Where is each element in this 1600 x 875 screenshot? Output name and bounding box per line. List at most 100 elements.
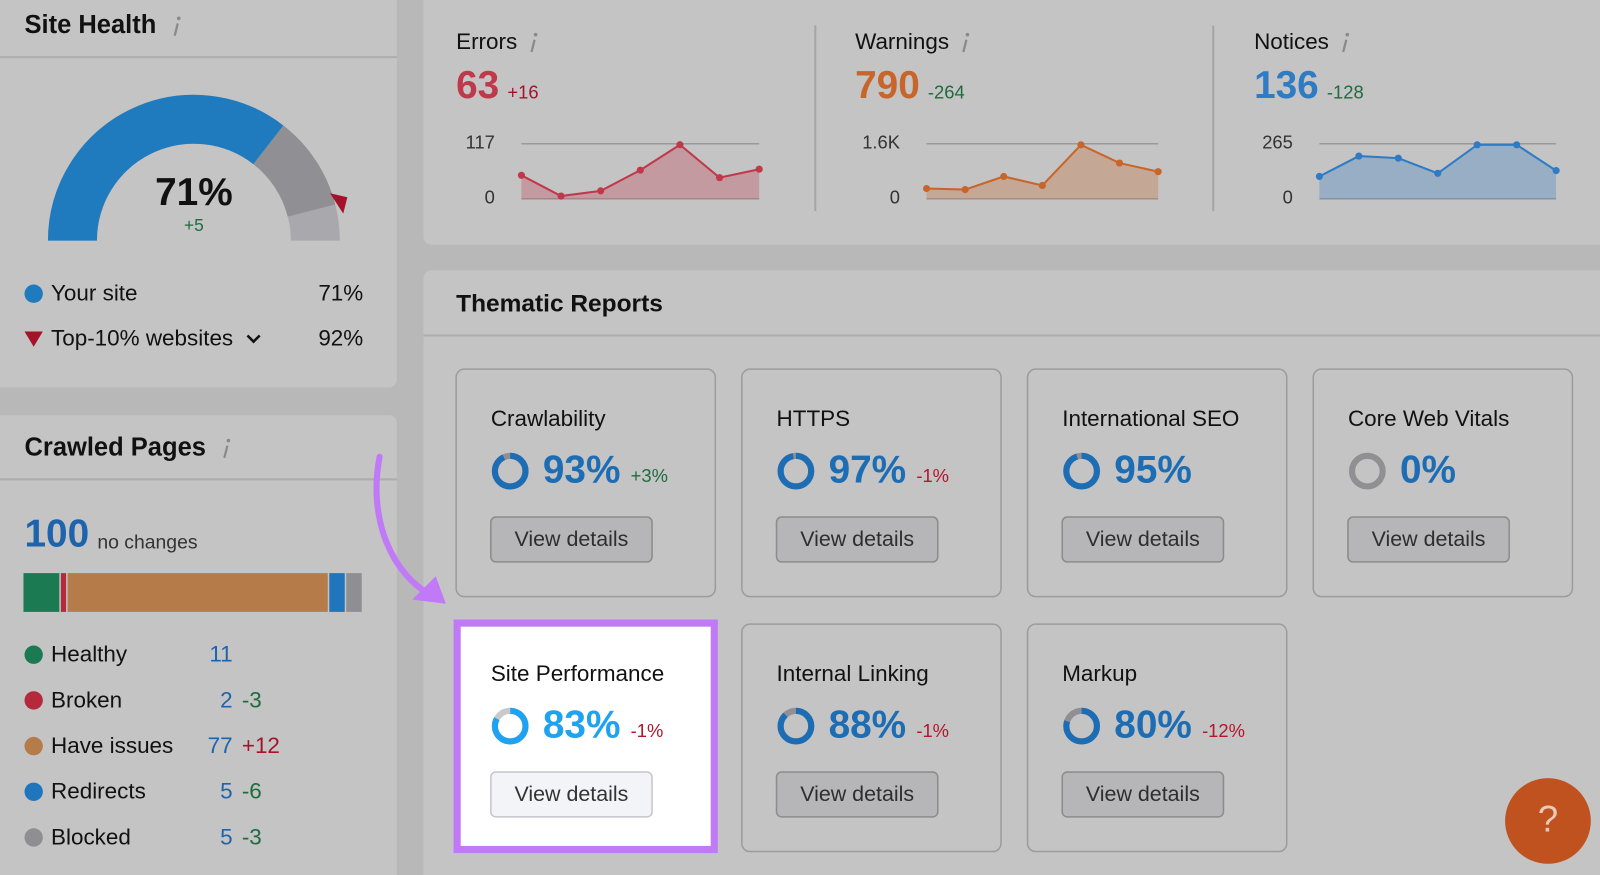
total-note: no changes	[97, 532, 197, 554]
gauge-marker	[329, 193, 348, 214]
card-score: 97%	[829, 448, 907, 491]
legend-value: 71%	[318, 281, 363, 306]
card-score: 93%	[543, 448, 621, 491]
donut-arc	[777, 452, 815, 490]
donut-arc	[1063, 452, 1100, 490]
view-details-button[interactable]	[490, 771, 653, 818]
help-button[interactable]	[1505, 778, 1591, 864]
sparkline-point	[636, 166, 644, 174]
legend-dot	[24, 691, 43, 710]
button-label: View details	[514, 782, 628, 806]
info-icon	[223, 445, 229, 459]
info-icon	[965, 32, 970, 37]
donut-track	[1348, 452, 1386, 490]
gauge-arc	[47, 94, 284, 242]
row-label: Blocked	[51, 824, 131, 849]
button-label: View details	[514, 527, 628, 551]
info-icon	[533, 32, 538, 37]
legend-dot	[24, 782, 43, 801]
legend-dot	[24, 736, 43, 756]
legend-value: 92%	[318, 326, 363, 351]
panel-title: Thematic Reports	[456, 290, 663, 317]
bar-segment	[23, 573, 60, 612]
issues-panel	[423, 0, 1600, 245]
crawled-pages-panel	[0, 415, 397, 875]
sparkline-point	[922, 184, 931, 193]
bar-segment	[60, 573, 67, 612]
legend-label: Your site	[51, 281, 138, 306]
y-tick-label: 0	[485, 187, 495, 208]
sparkline-point	[1315, 172, 1323, 180]
issue-value: 790	[855, 64, 920, 107]
button-label: View details	[1086, 782, 1200, 806]
row-change: -3	[242, 687, 262, 712]
info-icon	[530, 39, 536, 53]
issue-label: Warnings	[855, 29, 949, 54]
gauge-change: +5	[184, 215, 204, 235]
sparkline-point	[1394, 154, 1402, 162]
button-label: View details	[1086, 527, 1200, 551]
gauge-value: 71%	[155, 171, 233, 214]
card-name: Core Web Vitals	[1348, 406, 1509, 431]
view-details-button[interactable]	[775, 516, 939, 563]
info-icon	[1345, 32, 1350, 37]
sparkline-point	[1552, 167, 1560, 175]
view-details-button[interactable]	[1347, 516, 1510, 563]
y-tick-label: 0	[1283, 187, 1293, 208]
sparkline-point	[755, 165, 763, 173]
sparkline-point	[597, 187, 605, 195]
sparkline-point	[1513, 141, 1521, 149]
issue-change: -264	[928, 82, 965, 103]
sparkline-point	[517, 171, 525, 179]
view-details-button[interactable]	[775, 771, 939, 818]
y-tick-label: 117	[466, 132, 495, 153]
button-label: View details	[1372, 527, 1486, 551]
sparkline-point	[715, 174, 724, 182]
legend-marker	[24, 331, 43, 347]
gauge-gap	[252, 125, 336, 218]
card-name: HTTPS	[777, 406, 851, 431]
card-name: Markup	[1062, 661, 1137, 686]
sparkline-point	[557, 192, 565, 200]
donut-arc	[1063, 707, 1100, 745]
row-value: 5	[220, 824, 232, 849]
sparkline-point	[1038, 181, 1046, 190]
row-value: 77	[208, 733, 233, 758]
sparkline-point	[676, 141, 684, 149]
view-details-button[interactable]	[1061, 771, 1225, 818]
issue-label: Errors	[456, 29, 517, 54]
row-change: +12	[242, 733, 280, 758]
card-change: -1%	[916, 720, 949, 741]
issue-change: -128	[1327, 82, 1364, 103]
legend-dot	[24, 645, 43, 664]
y-tick-label: 1.6K	[862, 132, 901, 153]
info-icon	[173, 23, 179, 36]
button-label: View details	[800, 527, 914, 551]
card-score: 95%	[1114, 448, 1192, 491]
view-details-button[interactable]	[1061, 516, 1225, 563]
site-health-panel	[0, 0, 397, 388]
card-score: 0%	[1400, 448, 1456, 491]
row-value: 5	[220, 779, 232, 804]
sparkline-area	[1319, 144, 1557, 199]
issue-change: +16	[507, 82, 538, 103]
panel-title: Crawled Pages	[24, 433, 205, 461]
donut-arc	[491, 707, 529, 745]
card-change: -12%	[1202, 720, 1245, 741]
legend-dot	[24, 284, 43, 303]
view-details-button[interactable]	[490, 516, 653, 563]
legend-dot	[24, 828, 43, 847]
pointer-arrow	[373, 453, 437, 600]
donut-arc	[777, 707, 815, 745]
y-tick-label: 265	[1262, 132, 1293, 153]
panel-title: Site Health	[24, 11, 156, 39]
bar-segment	[67, 573, 328, 612]
issue-value: 63	[456, 64, 499, 107]
bar-segment	[346, 573, 362, 612]
card-name: Crawlability	[491, 406, 607, 431]
bar-segment	[329, 573, 345, 612]
sparkline-point	[1077, 141, 1085, 149]
chevron[interactable]	[246, 334, 261, 344]
arrow-head	[412, 576, 446, 604]
